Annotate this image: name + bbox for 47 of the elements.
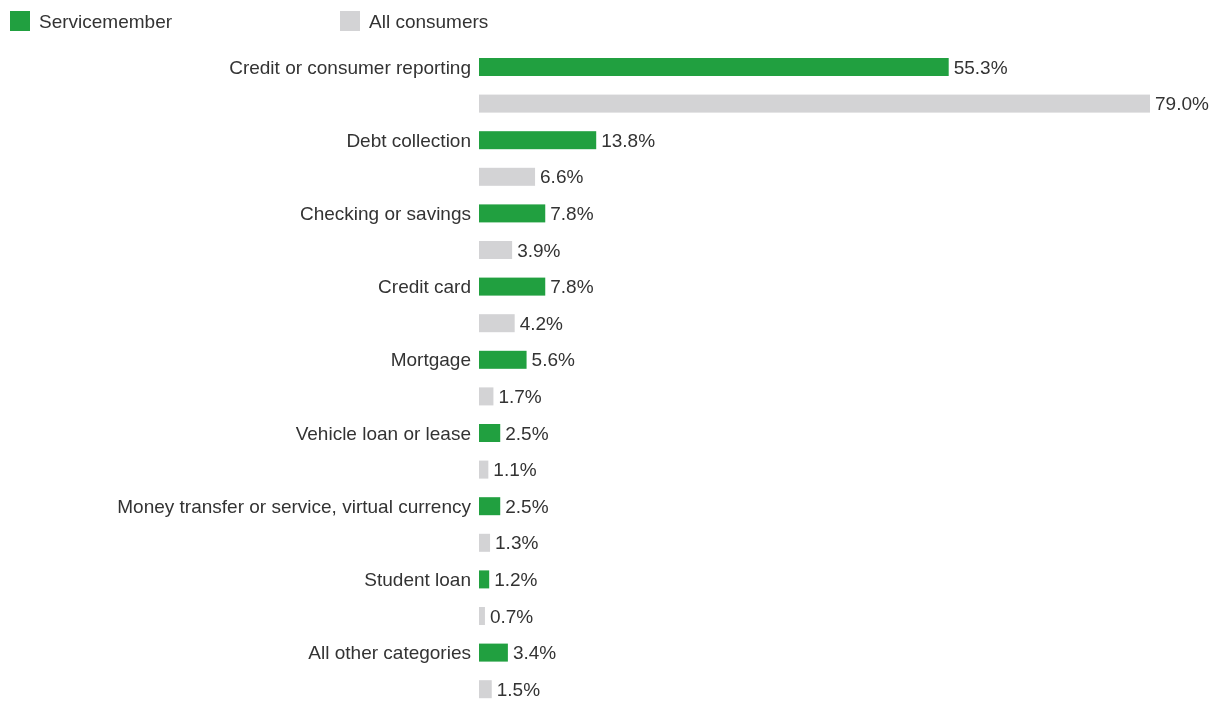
data-label: 1.2% — [494, 569, 538, 591]
bar — [479, 387, 494, 406]
bar — [479, 570, 490, 589]
data-label: 6.6% — [540, 166, 584, 188]
data-label: 1.7% — [498, 386, 542, 408]
data-label: 55.3% — [953, 56, 1008, 78]
bar — [479, 533, 491, 552]
bar — [479, 607, 485, 625]
bar — [479, 314, 515, 333]
legend-label: All consumers — [369, 10, 489, 32]
data-label: 3.4% — [512, 642, 557, 664]
bar — [479, 460, 489, 479]
y-tick-label: Debt collection — [346, 129, 471, 151]
bar — [479, 277, 546, 296]
bar — [479, 497, 501, 516]
data-label: 2.5% — [505, 495, 549, 517]
data-label: 7.8% — [550, 203, 594, 225]
bar — [479, 424, 501, 442]
y-tick-label: Student loan — [364, 569, 471, 591]
y-tick-label: Credit card — [378, 276, 471, 298]
data-label: 2.5% — [505, 422, 549, 444]
data-label: 1.3% — [495, 532, 539, 554]
bar — [479, 680, 492, 699]
y-tick-label: Vehicle loan or lease — [295, 422, 471, 444]
bar — [479, 204, 546, 223]
data-label: 7.8% — [550, 276, 594, 298]
bar — [479, 241, 513, 259]
y-tick-label: All other categories — [308, 642, 471, 664]
data-label: 5.6% — [531, 349, 575, 371]
data-label: 1.5% — [496, 678, 541, 700]
data-label: 0.7% — [489, 605, 534, 627]
bar — [479, 350, 527, 369]
y-tick-label: Checking or savings — [299, 203, 471, 225]
bar — [479, 94, 1150, 113]
data-label: 13.8% — [601, 129, 656, 151]
y-tick-label: Credit or consumer reporting — [229, 56, 471, 78]
data-label: 3.9% — [517, 239, 561, 261]
legend-label: Servicemember — [39, 10, 173, 32]
data-label: 79.0% — [1155, 93, 1209, 115]
data-label: 1.1% — [493, 459, 537, 481]
bar — [479, 643, 508, 662]
bar — [479, 167, 536, 186]
y-tick-label: Money transfer or service, virtual currency — [117, 495, 472, 517]
y-tick-label: Mortgage — [390, 349, 471, 371]
bar — [479, 131, 597, 150]
data-label: 4.2% — [519, 312, 564, 334]
bar — [479, 58, 949, 76]
